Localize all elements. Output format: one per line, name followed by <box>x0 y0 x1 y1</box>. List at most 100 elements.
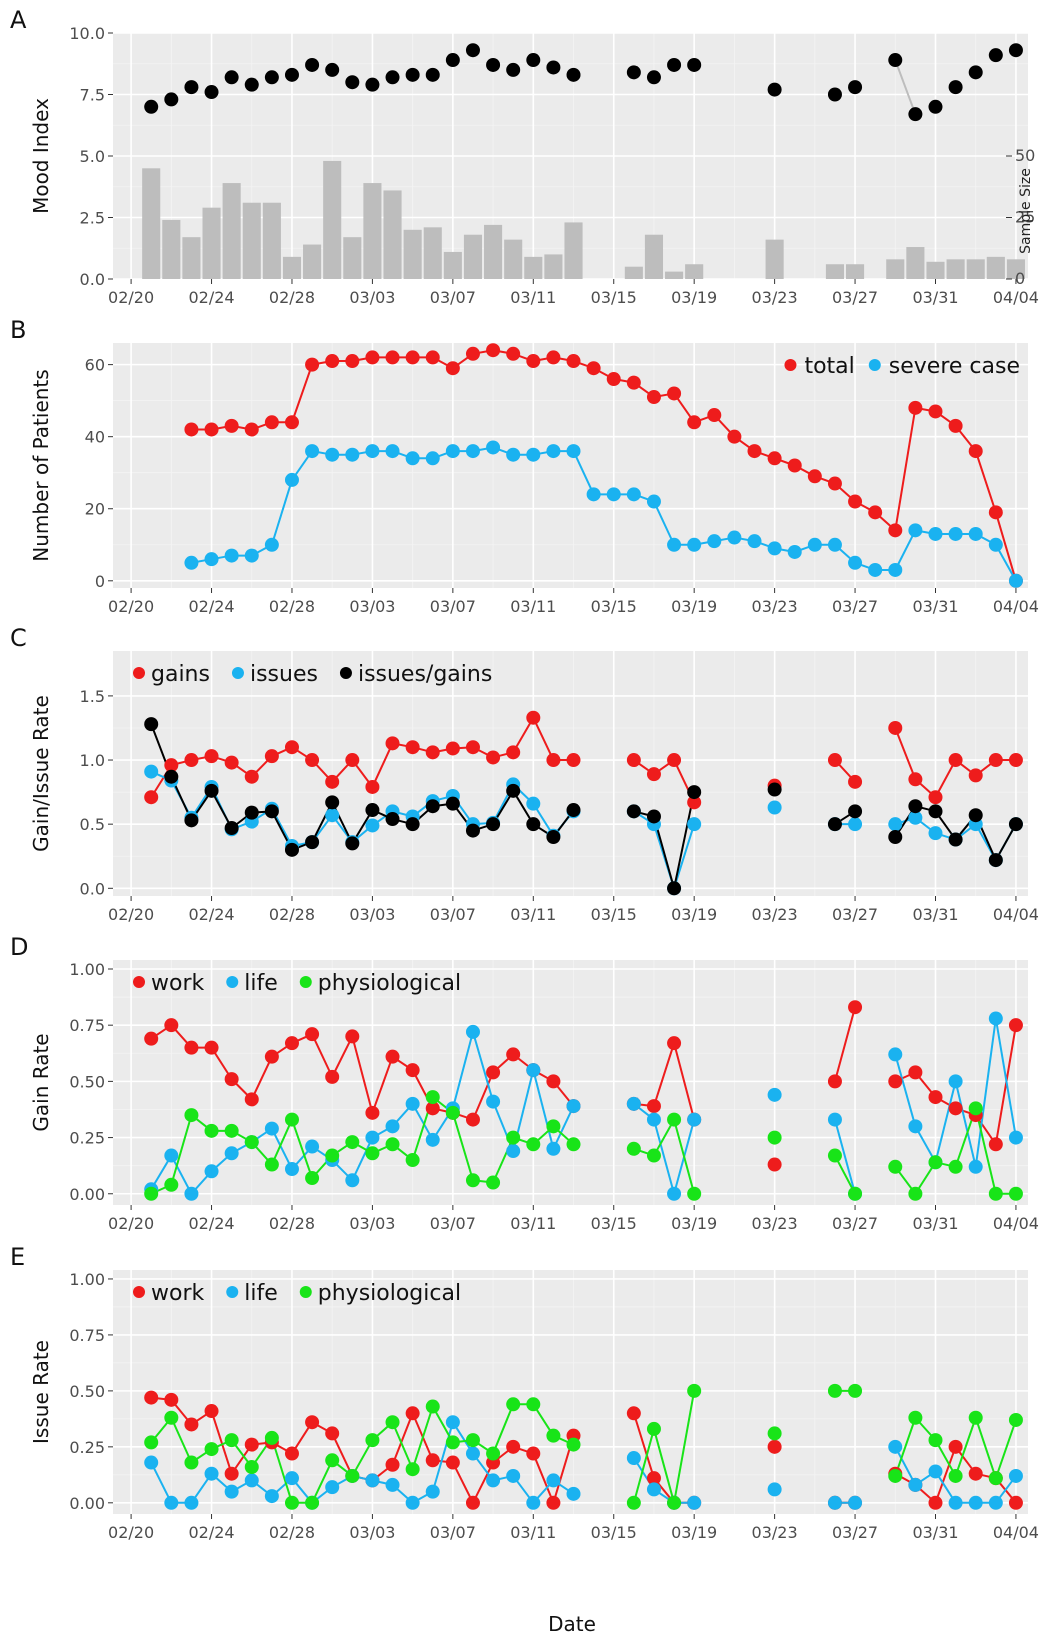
sample-size-bar <box>544 254 563 279</box>
x-tick-label: 03/03 <box>349 1523 395 1542</box>
series-point-total <box>968 444 983 459</box>
series-line-work <box>371 1056 394 1114</box>
series-point-physiological <box>284 1112 299 1127</box>
series-point-work <box>325 1426 340 1441</box>
series-point-physiological <box>667 1112 682 1127</box>
series-point-physiological <box>405 1153 420 1168</box>
sample-size-bar <box>946 259 965 279</box>
series-point-gains <box>365 779 380 794</box>
x-tick-label: 03/07 <box>430 1523 476 1542</box>
series-point-severe-case <box>848 555 863 570</box>
series-point-issues-gains <box>928 804 943 819</box>
sample-size-bar <box>403 229 422 279</box>
series-point-severe-case <box>948 526 963 541</box>
series-point-severe-case <box>787 544 802 559</box>
sec-tick-label: 50 <box>1015 146 1035 165</box>
series-point-gains <box>908 772 923 787</box>
series-point-severe-case <box>667 537 682 552</box>
x-tick-label: 03/19 <box>671 597 717 616</box>
series-point-severe-case <box>928 526 943 541</box>
series-point-work <box>425 1101 440 1116</box>
series-point-work <box>667 1036 682 1051</box>
series-line-physiological <box>954 1417 977 1477</box>
sample-size-bar <box>323 160 342 279</box>
series-line-issues <box>673 823 696 889</box>
sample-size-bar <box>443 251 462 279</box>
series-line-work <box>311 1033 334 1078</box>
series-point-gains <box>486 750 501 765</box>
series-point-life <box>848 1495 863 1510</box>
series-point-physiological <box>365 1433 380 1448</box>
series-point-total <box>345 354 360 369</box>
series-point-physiological <box>626 1141 641 1156</box>
series-point-life <box>164 1148 179 1163</box>
legend-label-work: work <box>151 971 204 996</box>
series-point-physiological <box>345 1468 360 1483</box>
y-tick-label: 1.00 <box>69 1270 105 1289</box>
series-line-physiological <box>170 1114 193 1186</box>
series-point-life <box>546 1141 561 1156</box>
mood-point <box>164 92 179 107</box>
series-point-work <box>204 1040 219 1055</box>
series-point-work <box>385 1457 400 1472</box>
x-tick-label: 02/20 <box>108 905 154 924</box>
sample-size-bar <box>484 224 503 279</box>
series-point-total <box>646 390 661 405</box>
series-point-total <box>284 415 299 430</box>
series-point-total <box>626 375 641 390</box>
series-point-total <box>827 476 842 491</box>
sample-size-bar <box>966 259 985 279</box>
series-point-total <box>465 346 480 361</box>
sample-size-bar <box>463 234 483 279</box>
series-point-life <box>284 1162 299 1177</box>
series-point-severe-case <box>385 444 400 459</box>
sample-size-bar <box>624 266 643 279</box>
sample-size-bar <box>926 261 945 279</box>
series-line-work <box>673 1042 696 1120</box>
series-point-severe-case <box>727 530 742 545</box>
series-point-issues <box>767 800 782 815</box>
series-point-severe-case <box>405 451 420 466</box>
series-point-severe-case <box>325 447 340 462</box>
series-point-work <box>1008 1495 1023 1510</box>
legend-key-life <box>226 1286 239 1298</box>
series-line-life <box>894 1446 917 1486</box>
series-point-gains <box>968 768 983 783</box>
series-point-work <box>546 1074 561 1089</box>
mood-point <box>848 80 863 95</box>
x-tick-label: 03/11 <box>510 288 556 307</box>
x-tick-label: 02/24 <box>188 1523 234 1542</box>
series-line-work <box>351 1036 374 1114</box>
mood-point <box>827 87 842 102</box>
series-point-total <box>526 354 541 369</box>
series-line-physiological <box>270 1119 293 1165</box>
series-point-severe-case <box>506 447 521 462</box>
series-point-life <box>465 1446 480 1461</box>
series-point-issues-gains <box>646 809 661 824</box>
series-point-severe-case <box>868 562 883 577</box>
y-axis-title: Number of Patients <box>29 369 53 561</box>
series-point-gains <box>405 740 420 755</box>
mood-point <box>385 70 400 85</box>
series-line-total <box>974 450 997 513</box>
series-point-issues-gains <box>486 817 501 832</box>
y-tick-label: 0.00 <box>69 1494 105 1513</box>
series-point-severe-case <box>908 523 923 538</box>
sample-size-bar <box>343 237 362 279</box>
series-point-physiological <box>948 1468 963 1483</box>
series-point-physiological <box>204 1123 219 1138</box>
series-point-work <box>305 1415 320 1430</box>
series-point-issues-gains <box>345 836 360 851</box>
series-point-work <box>385 1049 400 1064</box>
x-tick-label: 03/11 <box>510 1214 556 1233</box>
series-point-life <box>325 1480 340 1495</box>
y-tick-label: 0.25 <box>69 1438 105 1457</box>
series-point-issues-gains <box>948 832 963 847</box>
series-line-life <box>833 1119 857 1195</box>
legend-label-physiological: physiological <box>318 971 461 996</box>
series-point-issues-gains <box>284 842 299 857</box>
series-point-life <box>224 1146 239 1161</box>
series-point-gains <box>244 769 259 784</box>
series-point-issues-gains <box>224 821 239 836</box>
series-point-severe-case <box>626 487 641 502</box>
